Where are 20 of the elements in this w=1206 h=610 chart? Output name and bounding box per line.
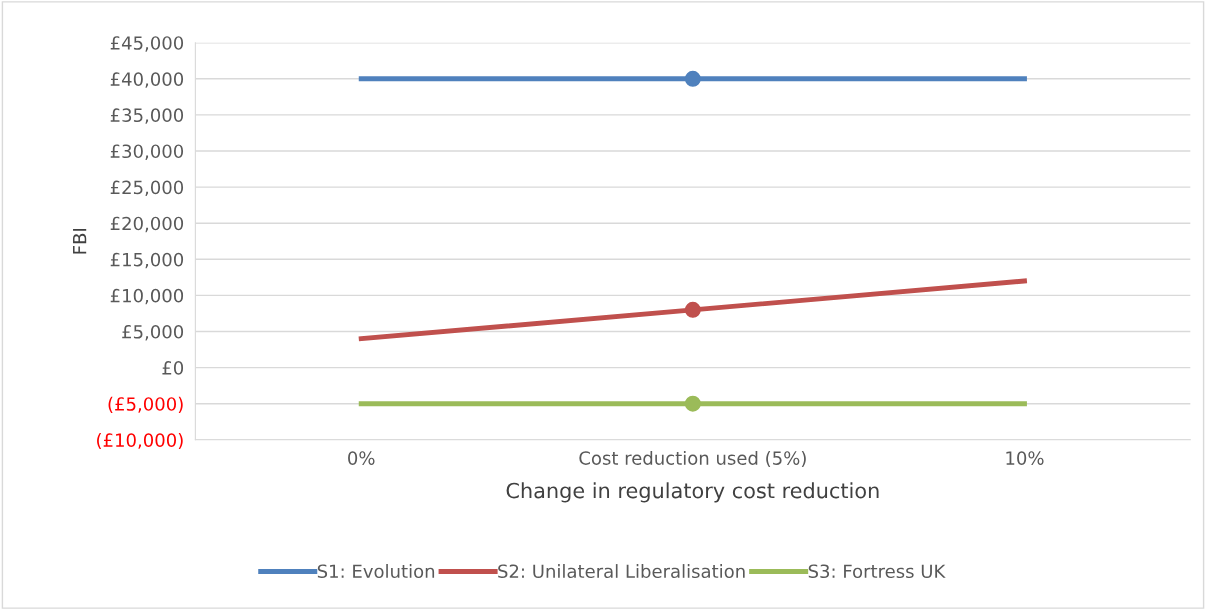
- y-tick-label: £15,000: [110, 252, 184, 269]
- legend-label: S3: Fortress UK: [808, 564, 946, 579]
- y-axis-title: FBI: [73, 228, 87, 254]
- y-tick-label: £40,000: [110, 72, 184, 88]
- y-tick-label: £0: [162, 361, 184, 375]
- y-tick-label: £5,000: [122, 324, 184, 341]
- y-tick-label: (£10,000): [97, 432, 183, 450]
- x-tick-label: 10%: [1006, 451, 1044, 465]
- y-tick-label: (£5,000): [108, 396, 183, 413]
- legend-label: S2: Unilateral Liberalisation: [498, 564, 745, 579]
- y-tick-label: £45,000: [110, 36, 184, 52]
- y-tick-label: £35,000: [110, 108, 184, 124]
- y-tick-label: £10,000: [110, 288, 184, 305]
- legend-label: S1: Evolution: [317, 564, 435, 579]
- y-tick-label: £30,000: [110, 144, 184, 160]
- y-tick-label: £25,000: [110, 180, 184, 197]
- y-tick-label: £20,000: [110, 216, 184, 233]
- x-tick-label: Cost reduction used (5%): [579, 450, 806, 468]
- x-tick-label: 0%: [348, 451, 375, 465]
- x-axis-title: Change in regulatory cost reduction: [506, 482, 879, 503]
